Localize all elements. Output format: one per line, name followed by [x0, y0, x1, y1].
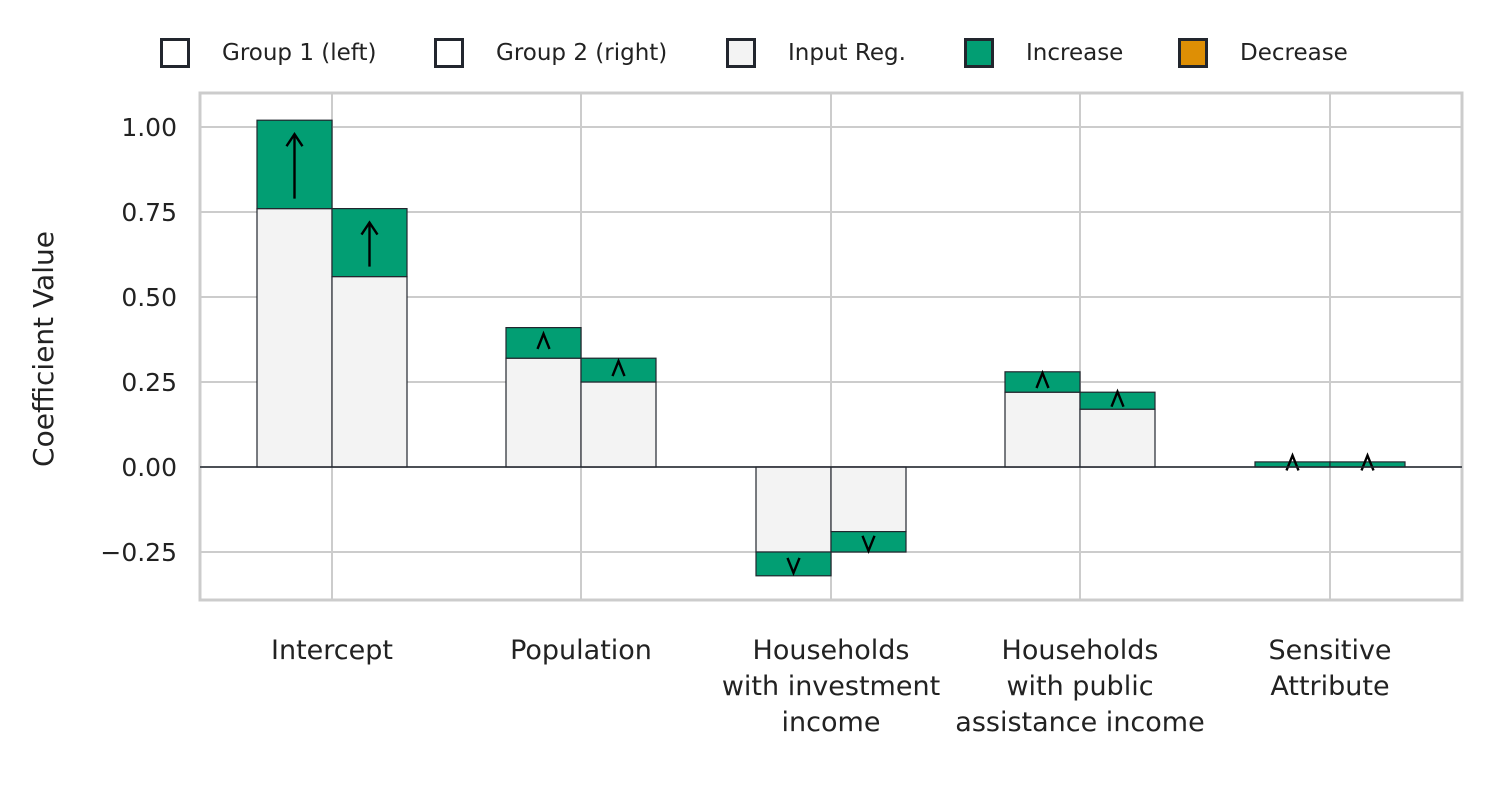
x-tick-label-households-with-investment-income: Households with investment income: [722, 635, 940, 738]
bar-population-group1-change-arrow: [536, 330, 551, 350]
legend: Group 1 (left) Group 2 (right) Input Reg. I…: [0, 0, 1492, 90]
bar-households-with-investment-income-group1-change-arrow: [786, 557, 801, 577]
bar-intercept-group1-input-reg: [256, 208, 333, 468]
y-tick-label: 1.00: [121, 113, 177, 142]
bar-sensitive-attribute-group1-change-arrow: [1285, 452, 1300, 471]
y-tick-label: 0.00: [121, 453, 177, 482]
bar-intercept-group1-change-arrow: [285, 132, 304, 199]
arrows-layer: [285, 132, 1375, 577]
x-tick-label-population: Population: [510, 635, 652, 666]
x-tick-label-sensitive-attribute: Sensitive Attribute: [1268, 635, 1391, 702]
bar-intercept-group2-change-arrow: [360, 220, 379, 267]
legend-swatch: [964, 38, 994, 68]
legend-label: Group 2 (right): [496, 40, 668, 66]
legend-swatch: [160, 38, 190, 68]
legend-swatch: [434, 38, 464, 68]
bar-sensitive-attribute-group2-change-arrow: [1360, 452, 1375, 471]
legend-label: Input Reg.: [788, 40, 906, 66]
y-tick-label: −0.25: [100, 538, 177, 567]
bar-population-group1-input-reg: [505, 357, 582, 468]
bar-intercept-group2-input-reg: [331, 276, 408, 468]
bar-households-with-investment-income-group1-input-reg: [755, 466, 832, 553]
legend-item-group-2-right: Group 2 (right): [434, 36, 667, 70]
legend-label: Increase: [1026, 40, 1124, 66]
bar-population-group2-input-reg: [580, 381, 657, 468]
legend-item-increase: Increase: [964, 36, 1123, 70]
y-tick-label: 0.75: [121, 198, 177, 227]
plot-frame: [198, 91, 1464, 602]
legend-swatch: [1178, 38, 1208, 68]
legend-item-decrease: Decrease: [1178, 36, 1348, 70]
x-tick-label-households-with-public-assistance-income: Households with public assistance income: [955, 635, 1204, 738]
legend-label: Decrease: [1240, 40, 1348, 66]
y-axis-label: Coefficient Value: [27, 231, 60, 467]
y-tick-label: 0.50: [121, 283, 177, 312]
x-tick-label-intercept: Intercept: [271, 635, 393, 666]
axis-layer: 1.00 0.75 0.50 0.25 0.00 −0.25 Intercept Popula…: [100, 91, 1464, 738]
legend-label: Group 1 (left): [222, 40, 377, 66]
bar-households-with-public-assistance-income-group1-input-reg: [1004, 391, 1081, 468]
y-tick-label: 0.25: [121, 368, 177, 397]
bar-households-with-public-assistance-income-group2-input-reg: [1079, 408, 1156, 468]
bar-households-with-public-assistance-income-group1-change-arrow: [1035, 369, 1050, 389]
legend-item-input-reg: Input Reg.: [726, 36, 906, 70]
legend-swatch: [726, 38, 756, 68]
legend-item-group-1-left: Group 1 (left): [160, 36, 376, 70]
bar-households-with-public-assistance-income-group2-change-arrow: [1110, 388, 1125, 408]
bar-households-with-investment-income-group2-input-reg: [830, 466, 907, 533]
bar-households-with-investment-income-group2-change-arrow: [861, 535, 876, 555]
bar-population-group2-change-arrow: [611, 357, 626, 377]
